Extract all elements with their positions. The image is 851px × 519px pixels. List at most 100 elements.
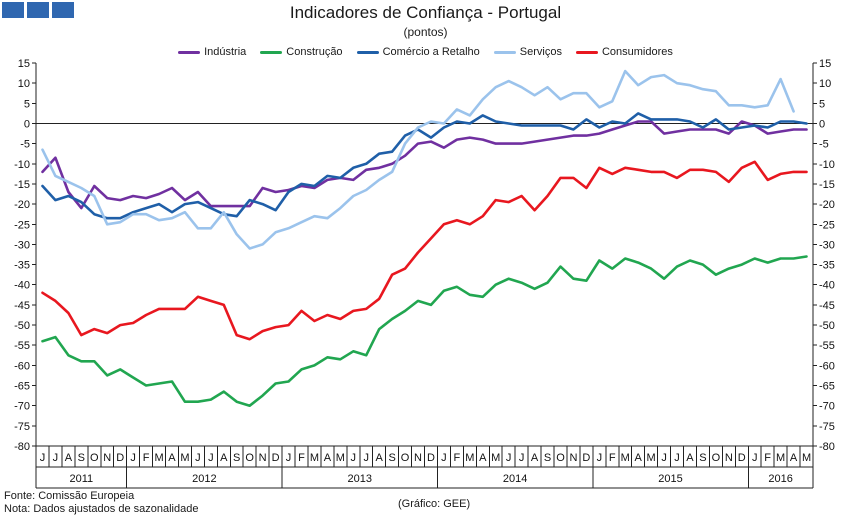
legend-item: Comércio a Retalho: [356, 46, 480, 58]
month-label: J: [441, 452, 447, 464]
y-tick-label: -30: [819, 239, 835, 251]
y-tick-label: -20: [819, 199, 835, 211]
month-label: S: [78, 452, 85, 464]
year-label: 2012: [192, 473, 216, 485]
legend-label: Consumidores: [601, 46, 673, 58]
month-label: A: [324, 452, 332, 464]
legend-item: Serviços: [493, 46, 562, 58]
legend-item: Construção: [260, 46, 343, 58]
legend-swatch: [260, 50, 283, 54]
y-tick-label: -15: [14, 179, 30, 191]
y-tick-label: 5: [819, 98, 825, 110]
y-tick-label: -25: [14, 219, 30, 231]
month-label: S: [388, 452, 395, 464]
legend-label: Construção: [286, 46, 343, 58]
month-label: M: [154, 452, 163, 464]
month-label: J: [661, 452, 667, 464]
y-tick-label: -65: [819, 381, 835, 393]
month-label: A: [686, 452, 694, 464]
y-tick-label: -35: [819, 260, 835, 272]
month-label: M: [180, 452, 189, 464]
year-label: 2011: [69, 473, 93, 485]
brand-logo: [2, 2, 74, 18]
month-label: O: [556, 452, 565, 464]
y-tick-label: -30: [14, 239, 30, 251]
chart-legend: Indústria Construção Comércio a Retalho …: [0, 46, 851, 58]
y-tick-label: 15: [819, 58, 831, 70]
y-tick-label: -40: [14, 280, 30, 292]
legend-swatch: [356, 50, 379, 54]
legend-label: Indústria: [204, 46, 247, 58]
month-label: J: [506, 452, 512, 464]
y-tick-label: -45: [14, 300, 30, 312]
month-label: F: [764, 452, 771, 464]
month-label: J: [519, 452, 525, 464]
y-tick-label: -15: [819, 179, 835, 191]
legend-label: Serviços: [519, 46, 562, 58]
y-tick-label: 5: [24, 98, 30, 110]
y-tick-label: -10: [819, 159, 835, 171]
legend-swatch: [575, 50, 598, 54]
month-label: J: [674, 452, 680, 464]
month-label: A: [168, 452, 176, 464]
month-label: S: [699, 452, 706, 464]
month-label: A: [376, 452, 384, 464]
month-label: M: [465, 452, 474, 464]
y-tick-label: -50: [819, 320, 835, 332]
source-note: Fonte: Comissão Europeia: [4, 490, 135, 502]
month-label: J: [195, 452, 201, 464]
year-label: 2014: [503, 473, 527, 485]
month-label: D: [272, 452, 280, 464]
month-label: M: [336, 452, 345, 464]
y-tick-label: -55: [819, 340, 835, 352]
legend-swatch: [493, 50, 516, 54]
y-tick-label: -50: [14, 320, 30, 332]
series-line-consumidores: [41, 160, 808, 341]
y-tick-label: 10: [18, 78, 30, 90]
y-tick-label: 10: [819, 78, 831, 90]
series-line-ind-stria: [41, 120, 808, 210]
y-tick-label: -70: [14, 401, 30, 413]
adjustment-note: Nota: Dados ajustados de sazonalidade: [4, 503, 199, 515]
y-tick-label: -60: [14, 360, 30, 372]
logo-block: [27, 2, 49, 18]
y-tick-label: -65: [14, 381, 30, 393]
month-label: M: [310, 452, 319, 464]
month-label: O: [712, 452, 721, 464]
month-label: D: [582, 452, 590, 464]
month-label: O: [90, 452, 99, 464]
month-label: D: [427, 452, 435, 464]
month-label: J: [40, 452, 46, 464]
y-tick-label: -10: [14, 159, 30, 171]
y-tick-label: -45: [819, 300, 835, 312]
month-label: A: [65, 452, 73, 464]
y-tick-label: -5: [819, 139, 829, 151]
y-tick-label: -55: [14, 340, 30, 352]
month-label: A: [479, 452, 487, 464]
month-label: M: [647, 452, 656, 464]
y-tick-label: -60: [819, 360, 835, 372]
month-label: J: [286, 452, 292, 464]
legend-item: Consumidores: [575, 46, 673, 58]
legend-item: Indústria: [178, 46, 246, 58]
month-label: J: [53, 452, 59, 464]
y-tick-label: -20: [14, 199, 30, 211]
month-label: J: [752, 452, 758, 464]
month-label: F: [143, 452, 150, 464]
month-label: D: [738, 452, 746, 464]
logo-block: [2, 2, 24, 18]
month-label: M: [621, 452, 630, 464]
month-label: N: [103, 452, 111, 464]
month-label: N: [725, 452, 733, 464]
month-label: S: [544, 452, 551, 464]
y-tick-label: -35: [14, 260, 30, 272]
month-label: F: [298, 452, 305, 464]
month-label: M: [491, 452, 500, 464]
month-label: O: [245, 452, 254, 464]
month-label: J: [351, 452, 357, 464]
chart-subtitle: (pontos): [403, 25, 448, 39]
month-label: J: [363, 452, 369, 464]
series-line-servi-os: [41, 69, 795, 250]
month-label: J: [597, 452, 603, 464]
